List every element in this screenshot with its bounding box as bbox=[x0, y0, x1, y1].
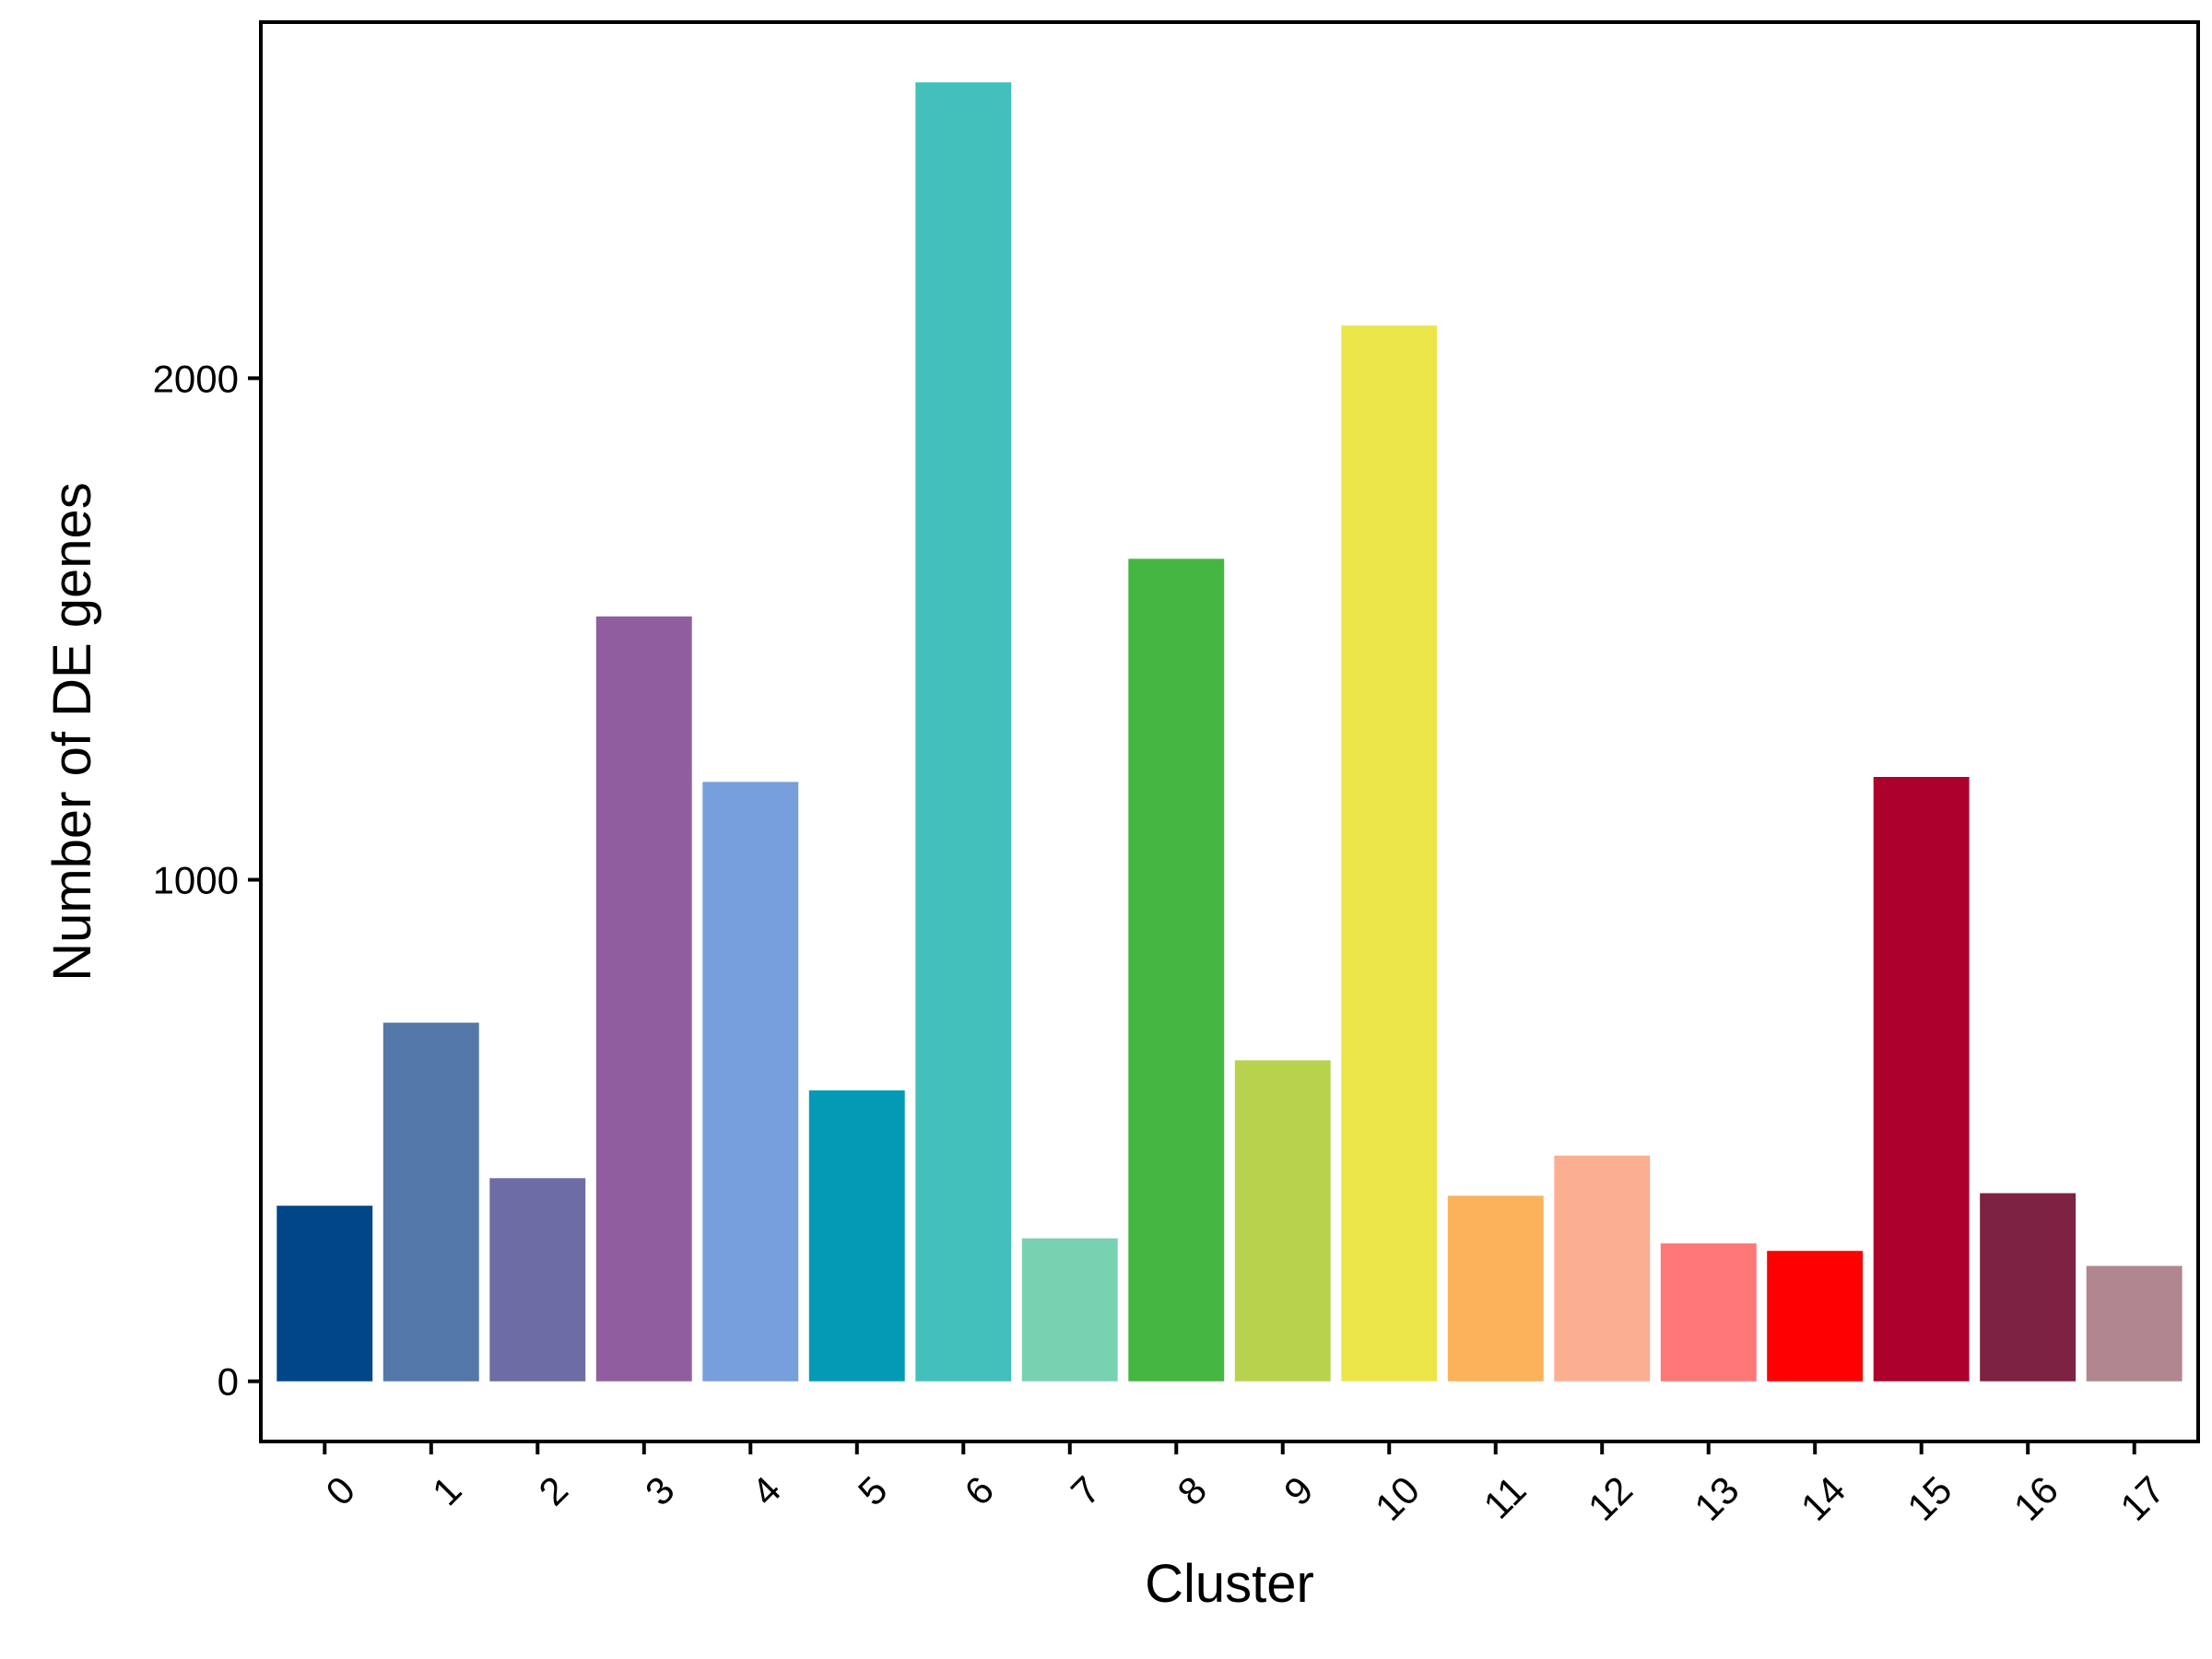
plot-frame bbox=[259, 20, 2200, 1443]
bar-cluster-15 bbox=[1873, 777, 1970, 1382]
x-tick-label-1: 1 bbox=[424, 1468, 470, 1514]
bar-cluster-8 bbox=[1128, 559, 1225, 1382]
bar-cluster-12 bbox=[1554, 1155, 1651, 1382]
bar-cluster-10 bbox=[1341, 325, 1438, 1382]
y-axis-title: Number of DE genes bbox=[42, 482, 102, 982]
bar-cluster-13 bbox=[1660, 1243, 1757, 1382]
x-tick-label-10: 10 bbox=[1367, 1468, 1428, 1529]
x-tick-label-13: 13 bbox=[1686, 1468, 1747, 1529]
bar-cluster-6 bbox=[915, 82, 1012, 1382]
x-axis-title: Cluster bbox=[1145, 1554, 1314, 1614]
x-tick-label-7: 7 bbox=[1063, 1468, 1109, 1514]
x-tick-label-4: 4 bbox=[743, 1468, 789, 1514]
bar-cluster-4 bbox=[702, 782, 799, 1382]
bar-cluster-16 bbox=[1980, 1193, 2077, 1382]
bar-cluster-2 bbox=[489, 1178, 586, 1382]
bar-cluster-7 bbox=[1021, 1238, 1118, 1382]
x-tick-label-9: 9 bbox=[1276, 1468, 1322, 1514]
y-tick-label: 2000 bbox=[153, 357, 239, 400]
bar-cluster-9 bbox=[1234, 1060, 1331, 1382]
x-tick-label-8: 8 bbox=[1169, 1468, 1215, 1514]
x-tick-label-11: 11 bbox=[1476, 1468, 1535, 1527]
x-tick-label-12: 12 bbox=[1580, 1468, 1641, 1529]
x-tick-label-14: 14 bbox=[1793, 1468, 1853, 1529]
bar-cluster-5 bbox=[808, 1090, 905, 1382]
x-tick-label-5: 5 bbox=[850, 1468, 896, 1514]
y-tick-label: 1000 bbox=[153, 859, 239, 902]
x-axis-ticks: 0 1 2 3 4 5 6 7 8 9 10 11 12 13 14 15 16 17 bbox=[317, 1441, 2173, 1529]
x-tick-label-6: 6 bbox=[956, 1468, 1002, 1514]
y-axis-ticks: 0 1000 2000 bbox=[153, 357, 261, 1404]
bar-cluster-1 bbox=[382, 1022, 479, 1382]
x-tick-label-16: 16 bbox=[2006, 1468, 2066, 1529]
x-tick-label-3: 3 bbox=[637, 1468, 683, 1514]
bar-cluster-0 bbox=[276, 1206, 373, 1382]
y-tick-label: 0 bbox=[218, 1360, 239, 1404]
bar-cluster-14 bbox=[1767, 1251, 1864, 1382]
bar-cluster-17 bbox=[2086, 1265, 2183, 1382]
x-tick-label-2: 2 bbox=[530, 1468, 576, 1514]
x-tick-label-15: 15 bbox=[1899, 1468, 1959, 1529]
x-tick-label-17: 17 bbox=[2112, 1468, 2172, 1529]
bar-cluster-11 bbox=[1447, 1195, 1544, 1382]
bars-group bbox=[276, 82, 2183, 1382]
bar-cluster-3 bbox=[595, 616, 692, 1382]
x-tick-label-0: 0 bbox=[317, 1468, 363, 1514]
